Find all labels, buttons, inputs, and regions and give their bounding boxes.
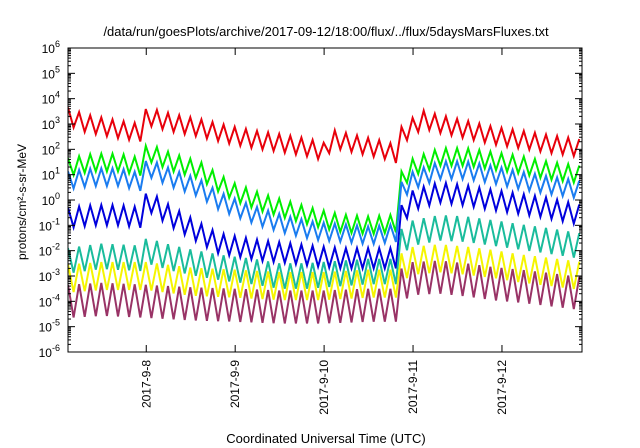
series-line-7	[68, 260, 581, 324]
x-tick-label: 2017-9-9	[228, 360, 242, 408]
x-tick-label: 2017-9-10	[317, 360, 331, 415]
chart-title: /data/run/goesPlots/archive/2017-09-12/1…	[103, 24, 549, 39]
y-tick-label: 10-5	[39, 318, 60, 335]
y-tick-label: 102	[42, 140, 60, 157]
x-tick-label: 2017-9-12	[495, 360, 509, 415]
y-tick-label: 10-1	[39, 216, 60, 233]
y-tick-label: 100	[42, 191, 60, 208]
x-axis-label: Coordinated Universal Time (UTC)	[226, 431, 425, 446]
y-tick-label: 10-3	[39, 267, 60, 284]
series-line-1	[68, 106, 581, 164]
series-line-6	[68, 244, 581, 301]
y-axis-label: protons/cm²-s-sr-MeV	[15, 144, 29, 260]
y-tick-label: 104	[42, 90, 60, 107]
x-tick-label: 2017-9-8	[139, 360, 153, 408]
y-tick-label: 103	[42, 115, 60, 132]
series-line-4	[68, 179, 581, 273]
y-tick-label: 10-2	[39, 242, 60, 259]
y-tick-label: 10-6	[39, 343, 60, 360]
axis-layer: 10-6 10-5 10-4 10-3 10-2 10-1 100 101 102 103 104 1…	[39, 39, 583, 415]
y-tick-label: 101	[42, 166, 60, 183]
y-tick-label: 10-4	[39, 292, 60, 309]
series-line-2	[68, 141, 581, 238]
y-tick-label: 105	[42, 64, 60, 81]
series-layer	[68, 106, 581, 324]
y-tick-label: 106	[42, 39, 60, 56]
series-line-5	[68, 215, 581, 289]
series-line-3	[68, 157, 581, 248]
x-tick-label: 2017-9-11	[406, 360, 420, 414]
